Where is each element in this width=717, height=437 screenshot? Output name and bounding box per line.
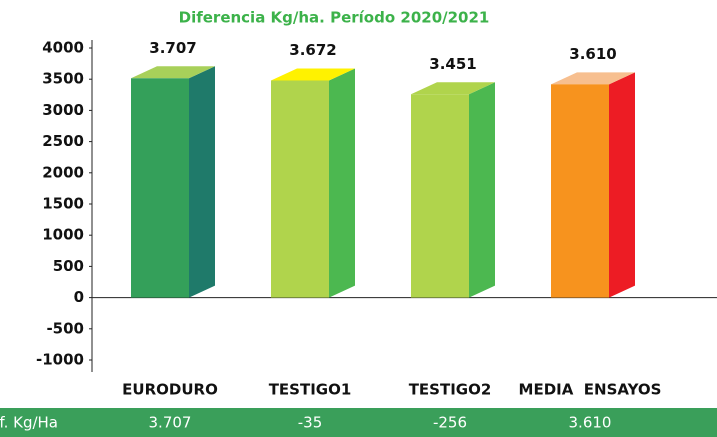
table-cell: -35 bbox=[298, 414, 323, 432]
chart-title: Diferencia Kg/ha. Período 2020/2021 bbox=[179, 9, 490, 27]
value-label: 3.672 bbox=[289, 41, 336, 59]
bar-side bbox=[329, 68, 355, 298]
bar-side bbox=[469, 82, 495, 298]
bar-side bbox=[189, 66, 215, 298]
y-tick-label: 2000 bbox=[42, 163, 84, 181]
value-label: 3.707 bbox=[149, 39, 196, 57]
bar bbox=[411, 94, 469, 298]
value-label: 3.610 bbox=[569, 45, 616, 63]
y-tick-label: 3000 bbox=[42, 101, 84, 119]
bar-top bbox=[411, 82, 495, 95]
table-cell: 3.610 bbox=[569, 414, 612, 432]
bar-top bbox=[131, 66, 215, 79]
bar-top bbox=[551, 72, 635, 85]
y-tick-label: 500 bbox=[53, 257, 84, 275]
y-tick-label: 3500 bbox=[42, 70, 84, 88]
bar bbox=[271, 80, 329, 298]
bar bbox=[131, 78, 189, 298]
y-tick-label: 1500 bbox=[42, 195, 84, 213]
x-tick-label: TESTIGO2 bbox=[409, 381, 492, 399]
x-tick-label: EURODURO bbox=[122, 381, 218, 399]
y-tick-label: 1000 bbox=[42, 226, 84, 244]
y-tick-label: -500 bbox=[46, 319, 84, 337]
bar bbox=[551, 84, 609, 298]
table-row bbox=[0, 408, 717, 437]
table-row-label: Dif. Kg/Ha bbox=[0, 414, 58, 432]
x-tick-label: MEDIA ENSAYOS bbox=[519, 381, 662, 399]
x-tick-label: TESTIGO1 bbox=[269, 381, 352, 399]
y-tick-label: 2500 bbox=[42, 132, 84, 150]
bar-side bbox=[609, 72, 635, 298]
bar-top bbox=[271, 68, 355, 81]
y-tick-label: 4000 bbox=[42, 39, 84, 57]
y-tick-label: -1000 bbox=[36, 351, 84, 369]
table-cell: -256 bbox=[433, 414, 467, 432]
table-cell: 3.707 bbox=[149, 414, 192, 432]
value-label: 3.451 bbox=[429, 55, 476, 73]
y-tick-label: 0 bbox=[74, 288, 84, 306]
